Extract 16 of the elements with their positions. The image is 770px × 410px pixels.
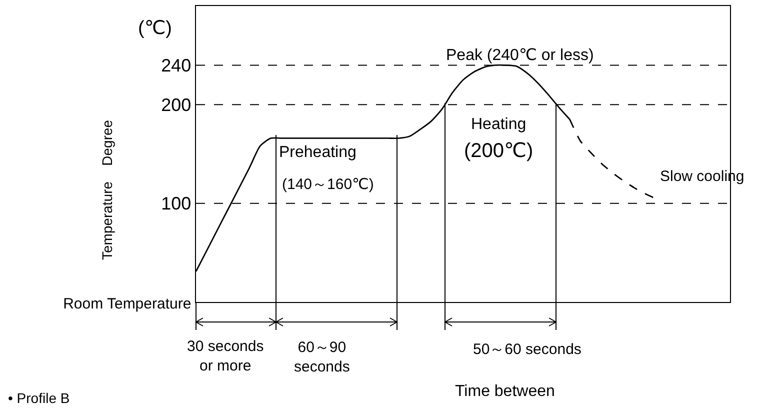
y-tick-label: 240 xyxy=(161,56,192,76)
y-tick-label: 100 xyxy=(161,194,192,214)
annotation: (200℃) xyxy=(464,140,534,162)
text: • Profile B xyxy=(8,390,70,406)
annotation: (140～160℃) xyxy=(282,176,374,193)
annotation: Peak (240℃ or less) xyxy=(446,47,594,64)
text: 30 seconds or more xyxy=(187,338,264,374)
y-axis-title: Temperature Degree xyxy=(99,120,115,260)
x-axis-title: Time between xyxy=(455,383,555,400)
y-tick-label: Room Temperature xyxy=(63,295,192,312)
annotation: Preheating xyxy=(279,144,356,161)
text: (℃) xyxy=(138,18,172,39)
annotation: Heating xyxy=(471,116,526,133)
text: 60～90 seconds xyxy=(294,339,350,376)
y-tick-label: 200 xyxy=(161,94,192,115)
text: 50～60 seconds xyxy=(473,341,582,358)
